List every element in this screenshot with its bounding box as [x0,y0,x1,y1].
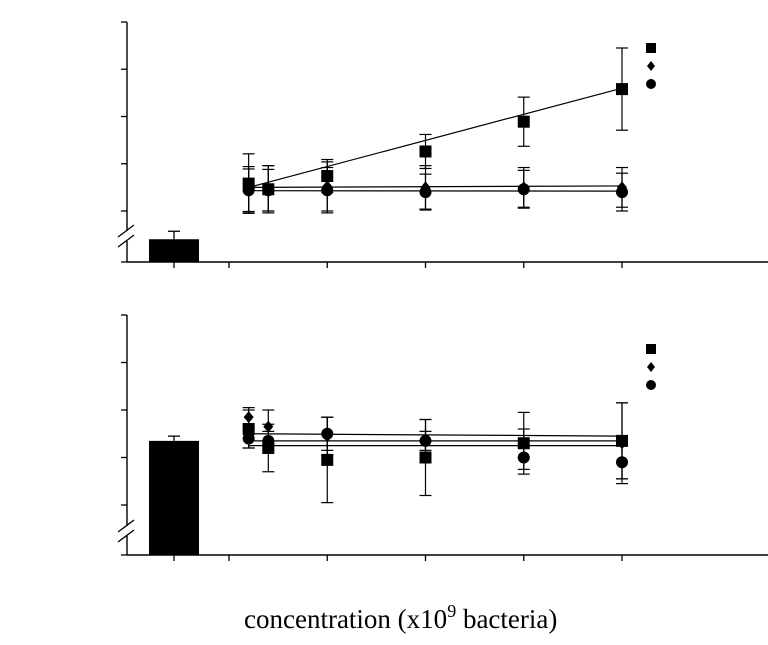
data-point-csga [518,437,529,450]
legend-marker-csgb [646,380,656,390]
data-point-csgb [242,184,255,197]
data-point-csgb [517,183,530,196]
data-point-csga [243,411,254,424]
x-axis-label: concentration (x109 bacteria) [244,601,557,634]
data-point-csgb [616,456,628,469]
legend-marker-csga [647,362,655,372]
x-axis-label-exponent: 9 [447,601,456,621]
data-point-csga [617,437,627,450]
data-point-csgb [242,432,255,445]
data-point-csgb [517,451,530,464]
data-point-csgb [321,427,334,440]
control-bar [149,239,199,262]
data-point-sr11b [419,145,432,158]
data-point-csgb [419,186,432,199]
axis-break-mark [117,519,135,533]
data-point-csgb [419,434,432,447]
fit-line-csga [248,433,623,437]
data-point-csgb [262,184,275,197]
legend-marker-csga [647,61,655,71]
legend-marker-sr11b [646,344,656,354]
data-point-sr11b [321,453,334,466]
panel-b [117,314,768,561]
axis-break-mark [117,529,135,543]
panel-a [117,21,768,268]
data-point-sr11b [517,115,530,128]
data-point-csgb [321,184,334,197]
control-bar [149,440,199,555]
axis-break-mark [117,234,135,248]
x-axis-label-suffix: bacteria) [456,604,557,634]
data-point-csga [263,420,274,433]
data-point-csgb [616,186,628,199]
fit-line-sr11b [248,87,623,188]
data-point-sr11b [616,83,628,96]
legend-marker-sr11b [646,43,656,53]
legend-marker-csgb [646,79,656,89]
fit-line-csga [248,185,623,188]
data-point-csgb [262,434,275,447]
axis-break-mark [117,224,135,238]
x-axis-label-text: concentration (x10 [244,604,447,634]
